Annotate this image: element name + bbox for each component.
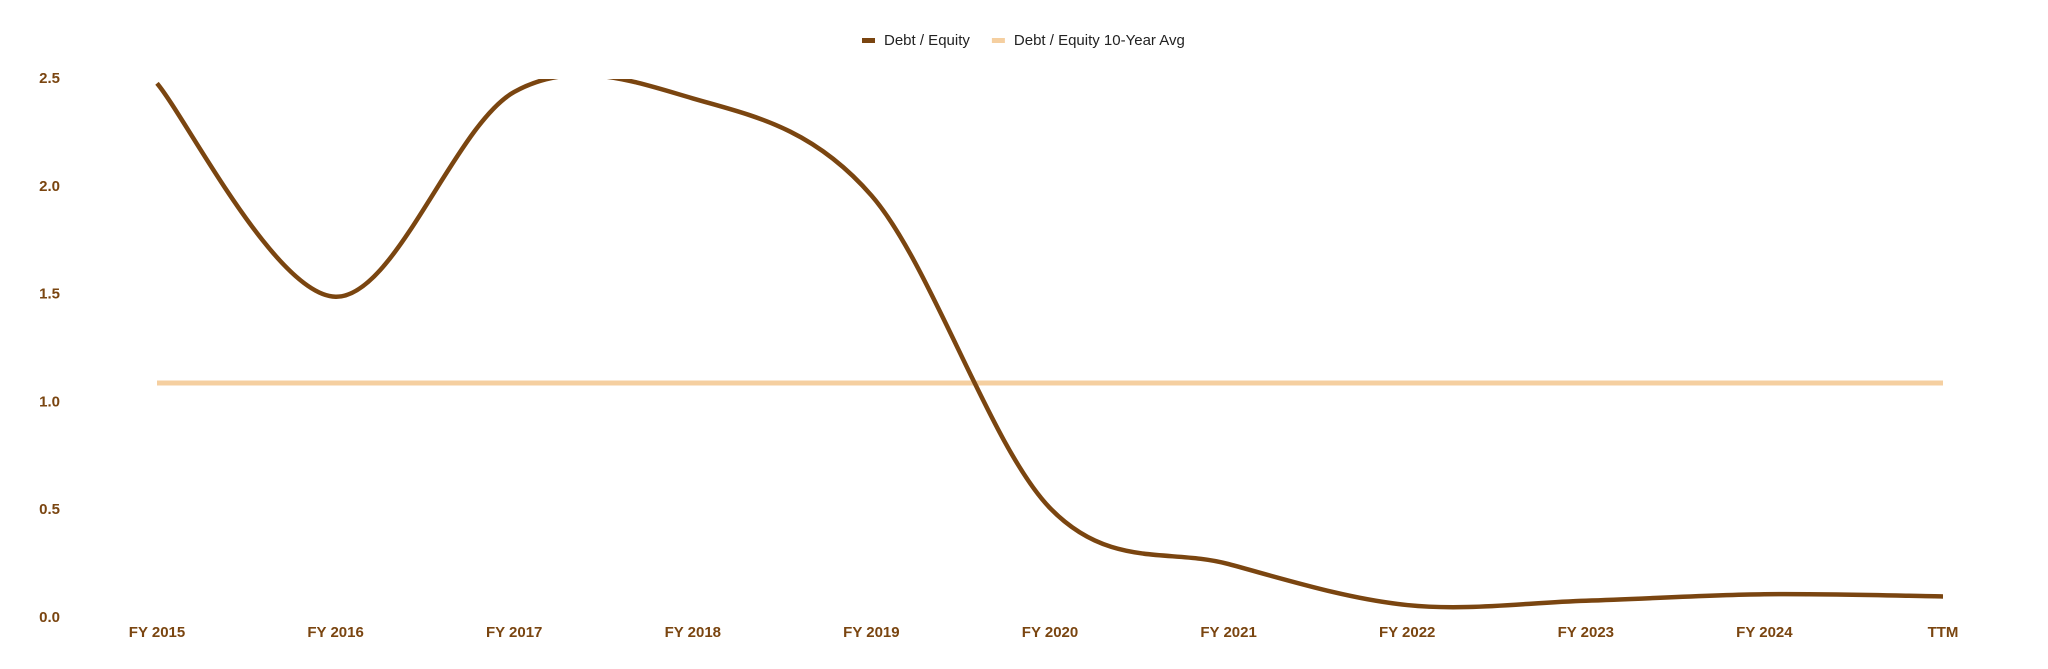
legend-label: Debt / Equity [884,32,970,49]
y-tick-label: 2.5 [39,70,60,87]
x-tick-label: FY 2023 [1558,624,1614,641]
x-tick-label: FY 2018 [665,624,721,641]
x-tick-label: FY 2020 [1022,624,1078,641]
x-tick-label: FY 2022 [1379,624,1435,641]
x-tick-label: FY 2015 [129,624,185,641]
x-tick-label: FY 2016 [307,624,363,641]
x-tick-label: FY 2017 [486,624,542,641]
x-tick-label: TTM [1928,624,1959,641]
legend-swatch [991,38,1005,43]
y-tick-label: 2.0 [39,178,60,195]
x-tick-label: FY 2019 [843,624,899,641]
y-tick-label: 1.5 [39,286,60,303]
legend-label: Debt / Equity 10-Year Avg [1014,32,1185,49]
x-tick-label: FY 2021 [1200,624,1256,641]
legend: Debt / Equity Debt / Equity 10-Year Avg [862,32,1185,49]
line-series [155,79,1944,610]
y-tick-label: 0.5 [39,501,60,518]
y-tick-label: 0.0 [39,609,60,626]
legend-swatch [862,38,875,43]
x-tick-label: FY 2024 [1736,624,1793,641]
y-tick-label: 1.0 [39,393,60,410]
